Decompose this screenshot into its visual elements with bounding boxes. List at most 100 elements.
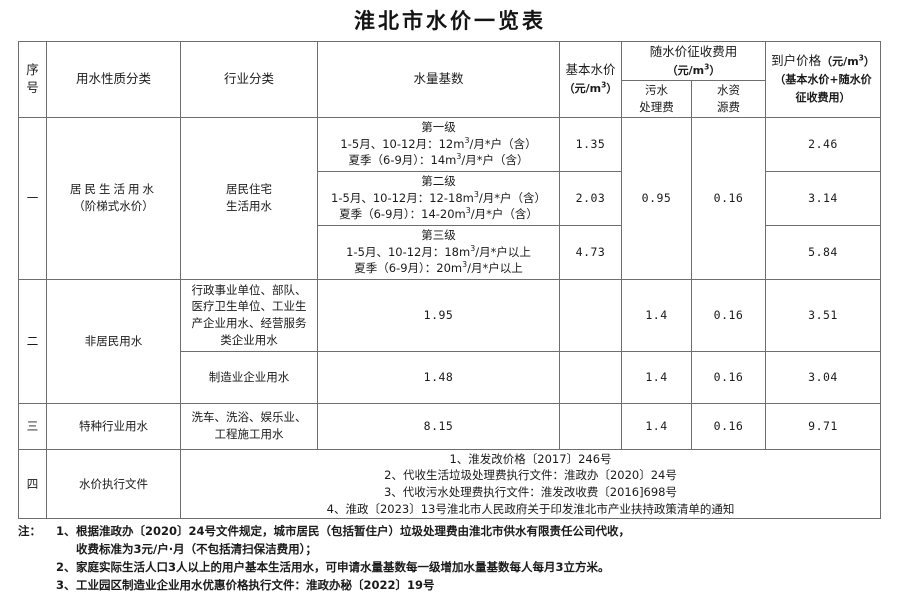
footnote-1-line-2: 收费标准为3元/户·月（不包括清扫保洁费用）； xyxy=(76,542,317,557)
section-3-usage-nature: 特种行业用水 xyxy=(46,402,181,450)
tier-3-line-2-post: /月*户以上 xyxy=(467,261,523,276)
section-2-row-1-base-price xyxy=(559,278,622,352)
section-1-industry-line-2: 生活用水 xyxy=(226,199,272,214)
header-surcharge-label: 随水价征收费用 xyxy=(649,44,738,59)
tier-2-line-2: 夏季（6-9月）：14-20m3/月*户（含） xyxy=(339,207,538,221)
footnotes: 注： 1、 根据淮政办〔2020〕24号文件规定，城市居民（包括暂住户）垃圾处理… xyxy=(18,523,900,594)
tier-1-final-price: 2.46 xyxy=(765,116,882,172)
table-row: 三 特种行业用水 洗车、洗浴、娱乐业、 工程施工用水 8.15 1.4 0.16… xyxy=(18,402,882,450)
section-1-industry: 居民住宅 生活用水 xyxy=(180,116,318,280)
tier-2-line-1-post: /月*户（含） xyxy=(478,190,546,205)
footnote-2-spacer xyxy=(18,559,56,577)
footnote-1-number: 1、 xyxy=(56,524,76,539)
header-usage-nature: 用水性质分类 xyxy=(46,41,181,118)
section-2-row-1-industry-line-3: 产企业用水、经营服务 xyxy=(191,316,307,331)
table-header: 序号 用水性质分类 行业分类 水量基数 基本水价 （元/m3） 随水价征收费用 （… xyxy=(18,40,882,118)
tier-2-line-1-sup: 3 xyxy=(473,189,479,199)
footnote-item: 3、 工业园区制造业企业用水优惠价格执行文件：淮政办秘〔2022〕19号 xyxy=(18,577,900,595)
water-price-document: 淮北市水价一览表 序号 用水性质分类 行业分类 水量基数 基本水价 （元/m3） xyxy=(18,8,882,592)
tier-3-line-1-post: /月*户以上 xyxy=(475,244,531,259)
footnote-1-line-1: 根据淮政办〔2020〕24号文件规定，城市居民（包括暂住户）垃圾处理费由淮北市供… xyxy=(76,524,631,539)
header-base-price-label: 基本水价 xyxy=(565,62,616,78)
table-row: 一 居民生活用水 （阶梯式水价） 居民住宅 生活用水 第一级 1-5月、10-1… xyxy=(18,116,882,280)
section-3-seq: 三 xyxy=(18,402,47,450)
tier-3-base-price: 4.73 xyxy=(559,224,622,280)
tier-1-line-1-pre: 1-5月、10-12月：12m xyxy=(340,136,465,151)
tier-1-line-2-post: /月*户（含） xyxy=(461,153,529,168)
table-row: 第三级 1-5月、10-12月：18m3/月*户以上 夏季（6-9月）：20m3… xyxy=(19,224,882,280)
header-final-price-unit: （元/m3） xyxy=(821,53,875,69)
header-seq: 序号 xyxy=(18,41,47,118)
section-4-documents: 1、淮发改价格〔2017〕246号 2、代收生活垃圾处理费执行文件：淮政办〔20… xyxy=(179,448,882,520)
footnote-3-number: 3、 xyxy=(56,577,76,592)
header-resource-fee-line-1: 水资 xyxy=(717,83,740,98)
tier-2-line-1: 1-5月、10-12月：12-18m3/月*户（含） xyxy=(331,191,546,205)
header-final-price: 到户价格（元/m3） （基本水价+随水价 征收费用） xyxy=(765,41,882,118)
tier-2-water-base: 第二级 1-5月、10-12月：12-18m3/月*户（含） 夏季（6-9月）：… xyxy=(317,170,560,226)
section-1-resource-fee: 0.16 xyxy=(690,116,767,280)
header-sewage-fee-line-1: 污水 xyxy=(645,83,668,98)
tier-1-line-1-sup: 3 xyxy=(464,135,470,145)
footnote-item: 2、 家庭实际生活人口3人以上的用户基本生活用水，可申请水量基数每一级增加水量基… xyxy=(18,559,900,577)
tier-2-line-2-pre: 夏季（6-9月）：14-20m xyxy=(339,207,466,222)
section-2-usage-nature: 非居民用水 xyxy=(46,278,181,404)
section-1-usage-nature-main: 居民生活用水 xyxy=(70,182,157,197)
section-2-row-1-resource-fee: 0.16 xyxy=(690,278,767,352)
section-2-row-1-sewage-fee: 1.4 xyxy=(621,278,692,352)
section-2-row-1-industry-line-2: 医疗卫生单位、工业生 xyxy=(191,299,307,314)
tier-1-line-2: 夏季（6-9月）：14m3/月*户（含） xyxy=(349,153,529,167)
section-3-water-base: 8.15 xyxy=(317,402,560,450)
tier-1-line-1: 1-5月、10-12月：12m3/月*户（含） xyxy=(340,137,536,151)
section-2-row-2-base-price xyxy=(559,350,622,404)
section-3-industry-line-2: 工程施工用水 xyxy=(214,427,284,442)
section-1-usage-nature-sub: （阶梯式水价） xyxy=(73,199,154,214)
footnote-2-line-1: 家庭实际生活人口3人以上的用户基本生活用水，可申请水量基数每一级增加水量基数每人… xyxy=(76,559,610,574)
water-price-table: 序号 用水性质分类 行业分类 水量基数 基本水价 （元/m3） 随水价征收费用 （… xyxy=(18,40,882,520)
tier-2-line-2-post: /月*户（含） xyxy=(470,207,538,222)
header-resource-fee: 水资 源费 xyxy=(690,80,767,118)
header-final-price-label: 到户价格 xyxy=(771,53,822,69)
section-1-seq: 一 xyxy=(18,116,47,280)
tier-3-final-price: 5.84 xyxy=(765,224,882,280)
header-final-price-note-2: 征收费用） xyxy=(795,91,851,105)
header-base-price: 基本水价 （元/m3） xyxy=(559,41,622,118)
tier-1-name: 第一级 xyxy=(421,120,456,135)
tier-1-line-1-post: /月*户（含） xyxy=(469,136,537,151)
header-surcharge-unit: （元/m3） xyxy=(666,62,721,78)
page-title: 淮北市水价一览表 xyxy=(354,8,546,33)
table-row: 制造业企业用水 1.48 1.4 0.16 3.04 xyxy=(19,350,882,404)
section-2-row-2-final-price: 3.04 xyxy=(765,350,882,404)
tier-2-line-1-pre: 1-5月、10-12月：12-18m xyxy=(331,190,474,205)
header-final-price-note-1: （基本水价+随水价 xyxy=(774,73,872,87)
section-1-usage-nature: 居民生活用水 （阶梯式水价） xyxy=(46,116,181,280)
tier-1-line-2-sup: 3 xyxy=(456,152,462,162)
tier-3-line-2-pre: 夏季（6-9月）：20m xyxy=(354,261,463,276)
policy-document-item: 1、淮发改价格〔2017〕246号 xyxy=(449,451,612,466)
tier-1-base-price: 1.35 xyxy=(559,116,622,172)
header-sewage-fee-line-2: 处理费 xyxy=(639,99,674,114)
section-3-sewage-fee: 1.4 xyxy=(621,402,692,450)
tier-2-base-price: 2.03 xyxy=(559,170,622,226)
tier-3-line-1: 1-5月、10-12月：18m3/月*户以上 xyxy=(346,245,531,259)
tier-2-line-2-sup: 3 xyxy=(465,206,471,216)
section-2-row-1-industry: 行政事业单位、部队、 医疗卫生单位、工业生 产企业用水、经营服务 类企业用水 xyxy=(180,278,318,352)
tier-3-line-1-pre: 1-5月、10-12月：18m xyxy=(346,244,471,259)
tier-3-line-2: 夏季（6-9月）：20m3/月*户以上 xyxy=(354,261,522,275)
header-sewage-fee: 污水 处理费 xyxy=(621,80,692,118)
footnotes-label: 注： xyxy=(18,524,41,539)
section-4-usage-nature: 水价执行文件 xyxy=(46,448,181,520)
section-2-row-2-sewage-fee: 1.4 xyxy=(621,350,692,404)
tier-2-final-price: 3.14 xyxy=(765,170,882,226)
section-2-row-2-water-base: 1.48 xyxy=(317,350,560,404)
section-2-row-1-industry-line-4: 类企业用水 xyxy=(220,332,278,347)
table-row: 四 水价执行文件 1、淮发改价格〔2017〕246号 2、代收生活垃圾处理费执行… xyxy=(18,448,882,520)
header-base-price-unit: （元/m3） xyxy=(563,80,618,96)
section-3-final-price: 9.71 xyxy=(765,402,882,450)
tier-3-line-1-sup: 3 xyxy=(470,243,476,253)
section-3-resource-fee: 0.16 xyxy=(690,402,767,450)
section-3-industry-line-1: 洗车、洗浴、娱乐业、 xyxy=(191,410,307,425)
footnote-2-number: 2、 xyxy=(56,559,76,574)
section-2-row-2-industry: 制造业企业用水 xyxy=(180,350,318,404)
tier-1-water-base: 第一级 1-5月、10-12月：12m3/月*户（含） 夏季（6-9月）：14m… xyxy=(317,116,560,172)
tier-2-name: 第二级 xyxy=(421,174,456,189)
